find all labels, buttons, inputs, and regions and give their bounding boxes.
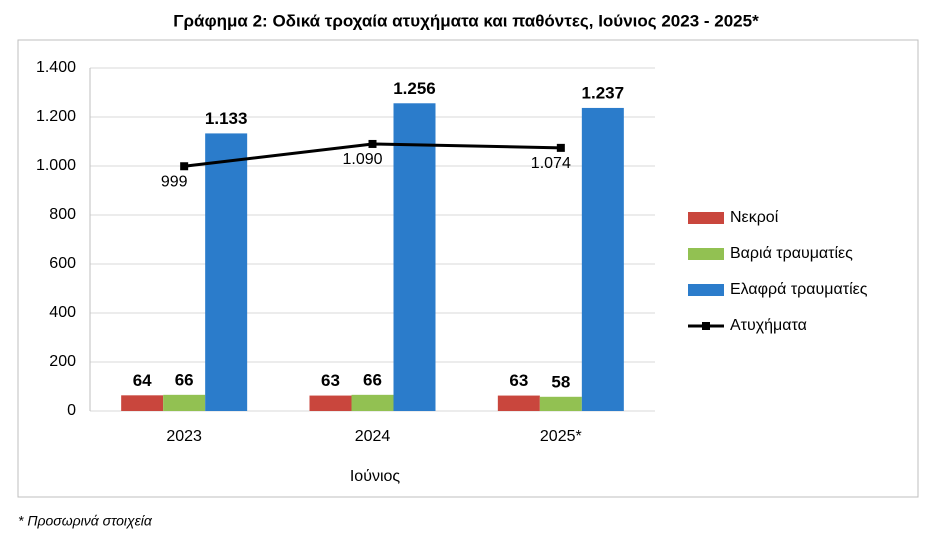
bar <box>351 394 394 411</box>
bar-value-label: 66 <box>363 370 382 389</box>
bar-value-label: 63 <box>321 371 340 390</box>
line-marker <box>556 143 565 152</box>
x-tick-label: 2025* <box>540 428 582 445</box>
y-tick-label: 1.400 <box>36 59 76 76</box>
y-tick-label: 0 <box>67 402 76 419</box>
y-tick-label: 200 <box>49 353 76 370</box>
bar <box>393 103 436 411</box>
chart-border <box>17 39 919 498</box>
y-tick-label: 400 <box>49 304 76 321</box>
line-value-label: 1.090 <box>342 151 382 168</box>
legend-label: Ατυχήματα <box>730 317 807 334</box>
legend-label: Νεκροί <box>730 209 779 226</box>
y-tick-label: 1.000 <box>36 157 76 174</box>
bar <box>205 133 248 412</box>
legend-label: Βαριά τραυματίες <box>730 245 853 262</box>
bar-value-label: 63 <box>509 371 528 390</box>
bar-value-label: 66 <box>175 370 194 389</box>
bar-value-label: 64 <box>133 371 152 390</box>
bar <box>309 395 352 411</box>
line-value-label: 1.074 <box>531 155 571 172</box>
bar <box>539 396 582 411</box>
legend-marker <box>702 322 710 330</box>
legend-swatch <box>688 284 724 296</box>
footnote: * Προσωρινά στοιχεία <box>18 513 153 529</box>
bar <box>581 107 624 411</box>
line-marker <box>180 162 189 171</box>
x-axis-title: Ιούνιος <box>350 468 401 485</box>
bar <box>163 394 206 411</box>
line-marker <box>368 139 377 148</box>
bar-value-label: 1.256 <box>393 79 436 98</box>
y-tick-label: 1.200 <box>36 108 76 125</box>
bar <box>497 395 540 411</box>
y-tick-label: 600 <box>49 255 76 272</box>
x-tick-label: 2023 <box>166 428 202 445</box>
chart-title: Γράφημα 2: Οδικά τροχαία ατυχήματα και π… <box>173 11 759 30</box>
line-value-label: 999 <box>161 173 188 190</box>
legend-label: Ελαφρά τραυματίες <box>730 281 868 298</box>
bar-value-label: 58 <box>551 372 570 391</box>
bar <box>121 395 164 411</box>
bar-value-label: 1.133 <box>205 109 248 128</box>
legend-swatch <box>688 248 724 260</box>
x-tick-label: 2024 <box>355 428 391 445</box>
y-tick-label: 800 <box>49 206 76 223</box>
bar-value-label: 1.237 <box>582 83 625 102</box>
legend-swatch <box>688 212 724 224</box>
